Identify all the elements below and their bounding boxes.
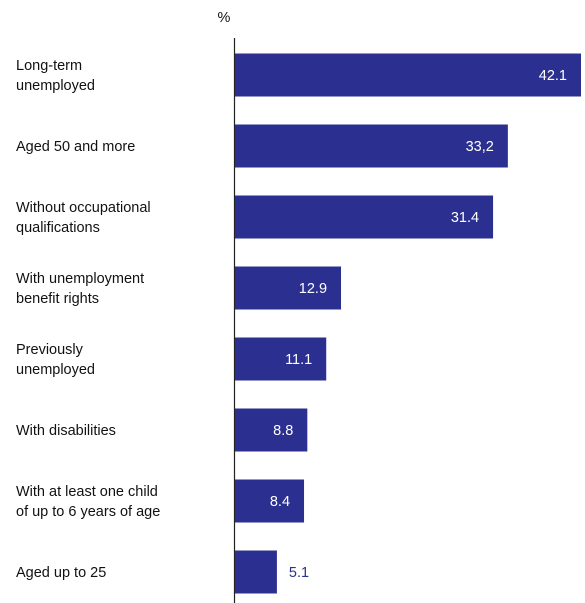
unit-label: % [218, 10, 231, 26]
category-label: With disabilities [16, 423, 116, 439]
category-label: With unemployment benefit rights [16, 271, 144, 307]
bar [235, 408, 308, 452]
value-label: 33,2 [466, 139, 494, 155]
category-label: With at least one child of up to 6 years … [16, 484, 160, 520]
category-label: Previously unemployed [16, 342, 95, 378]
category-label: Long-term unemployed [16, 58, 95, 94]
bar [235, 550, 277, 594]
category-label: Aged 50 and more [16, 139, 135, 155]
value-label: 5.1 [289, 565, 309, 581]
bar [235, 266, 342, 310]
value-label: 11.1 [285, 352, 312, 368]
category-label: Aged up to 25 [16, 565, 106, 581]
value-label: 12.9 [299, 281, 327, 297]
value-label: 31.4 [451, 210, 479, 226]
bar [235, 53, 581, 97]
bar [235, 124, 508, 168]
value-label: 8.8 [273, 423, 293, 439]
value-label: 42.1 [539, 68, 567, 84]
category-label: Without occupational qualifications [16, 200, 151, 236]
bar [235, 337, 327, 381]
bar [235, 195, 494, 239]
bar [235, 479, 305, 523]
value-label: 8.4 [270, 494, 290, 510]
